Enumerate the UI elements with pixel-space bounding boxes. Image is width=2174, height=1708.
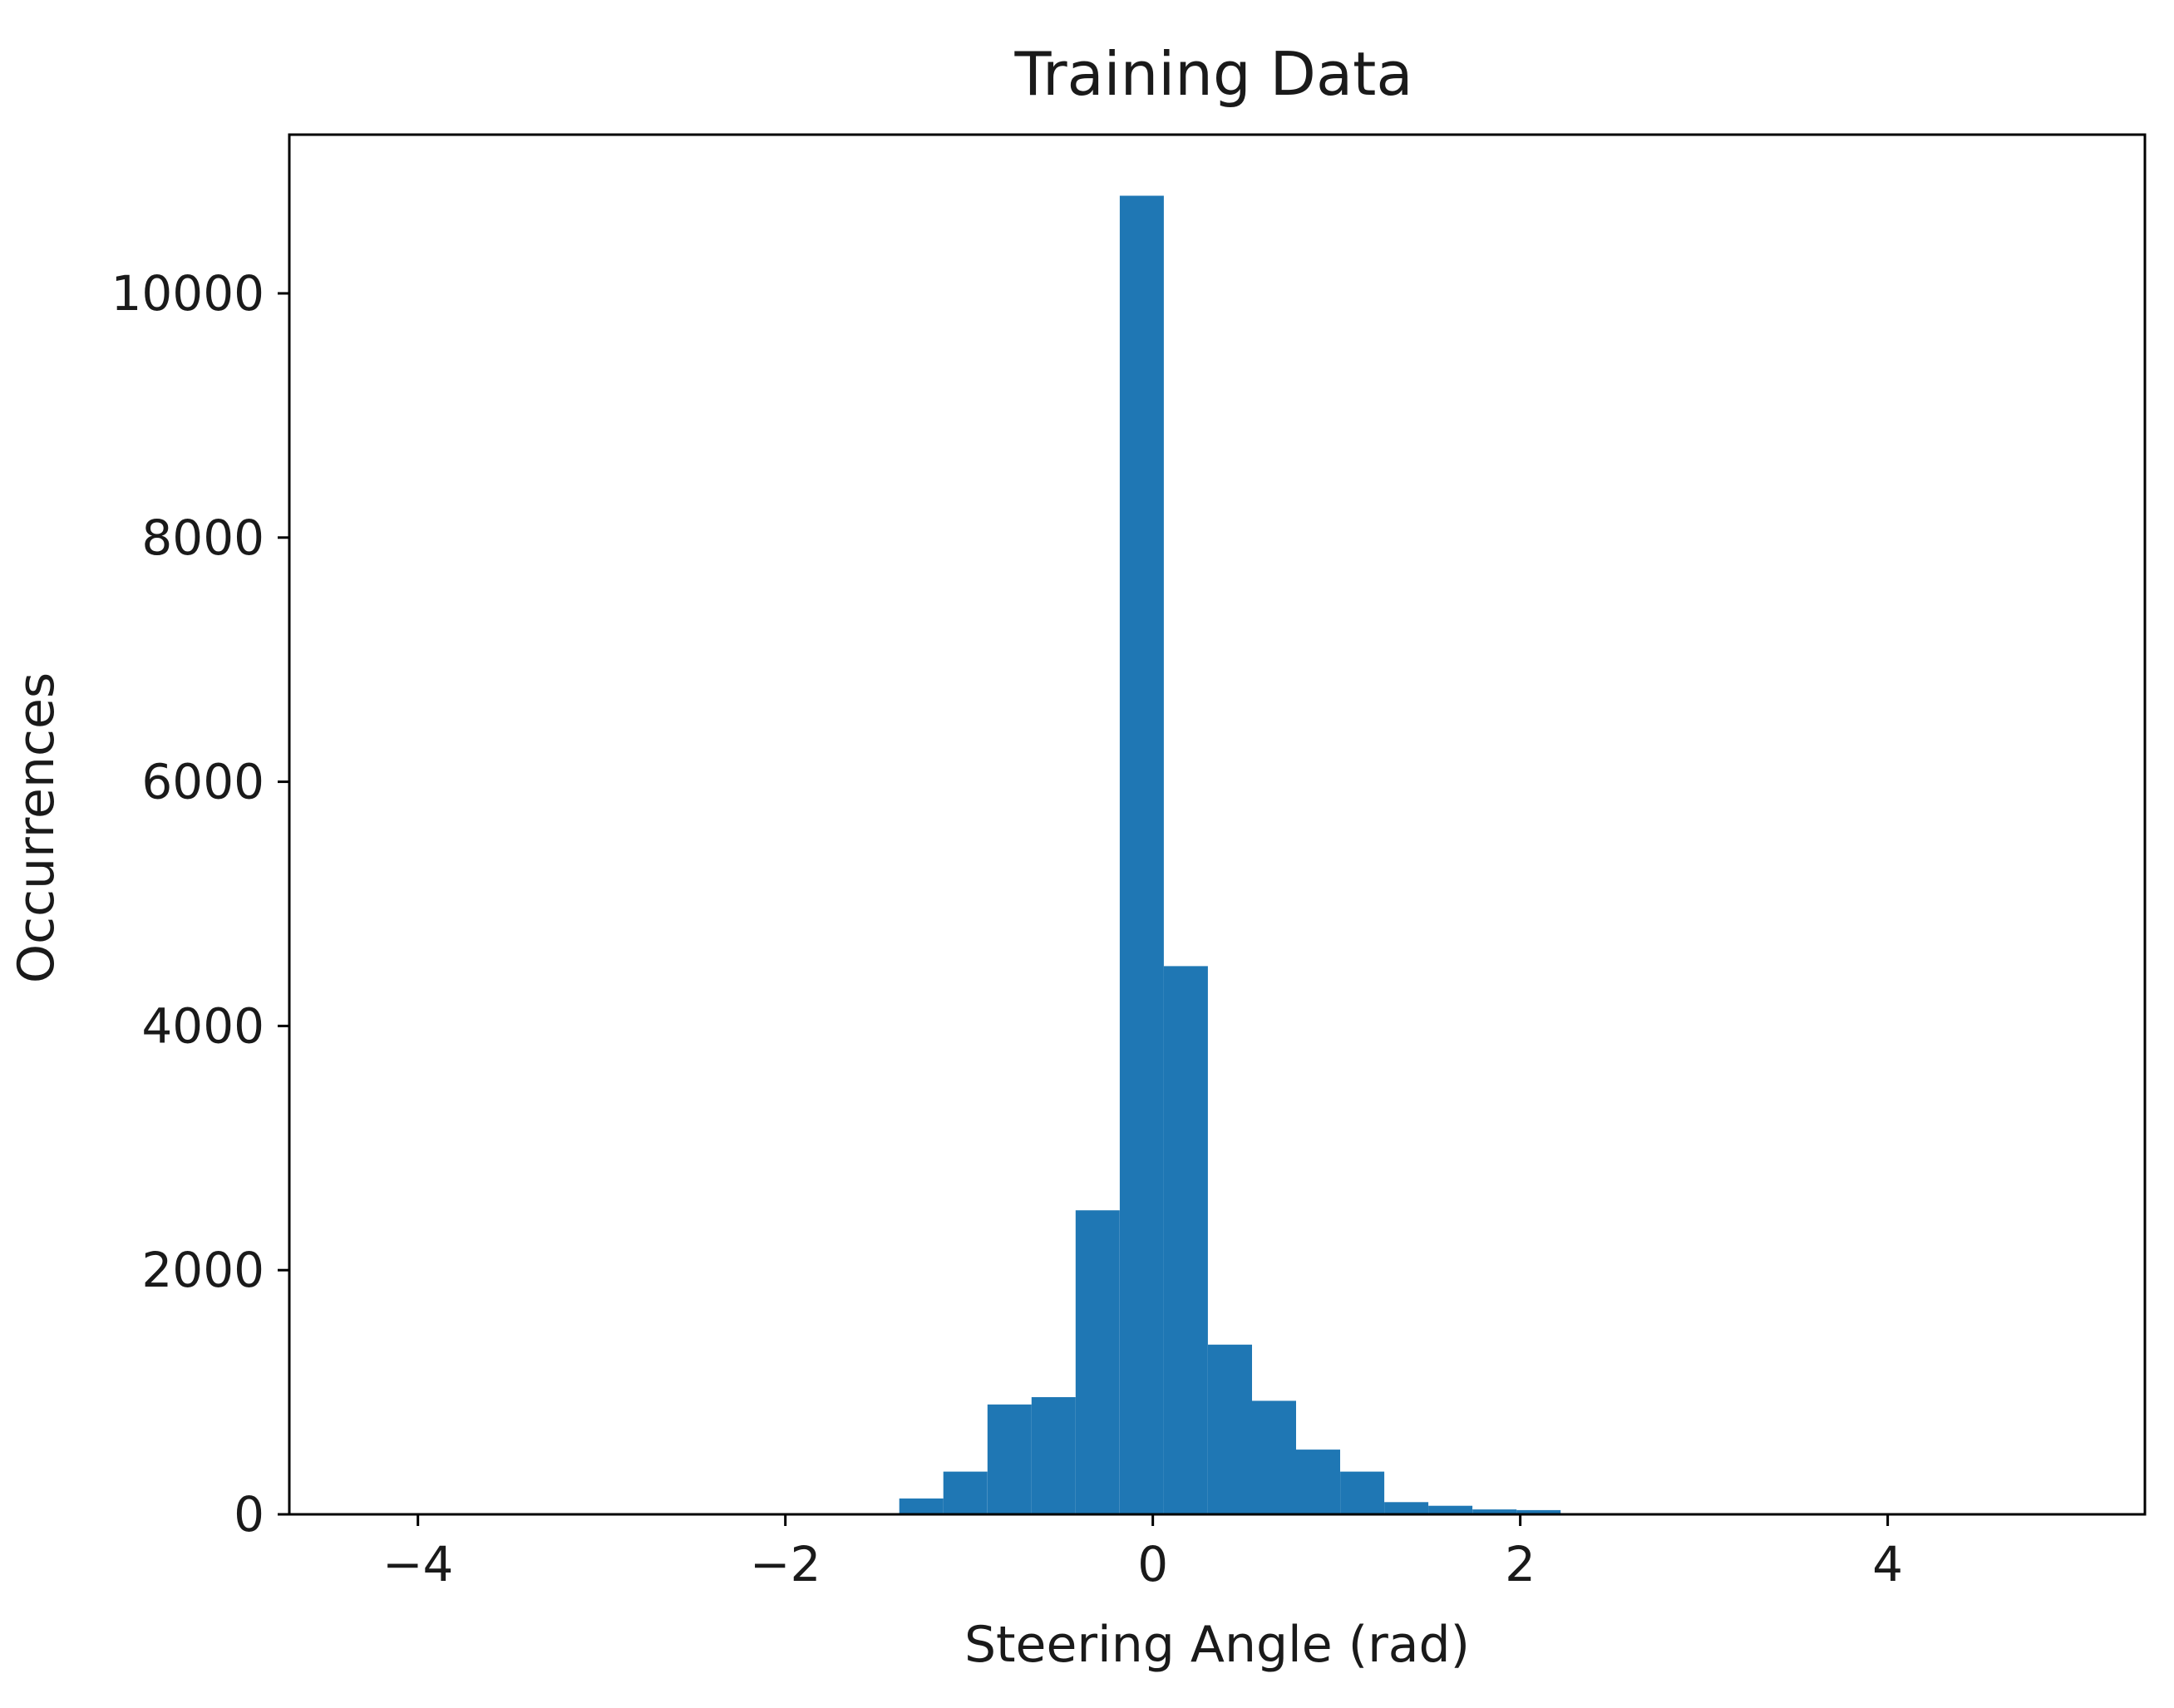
histogram-bar: [899, 1498, 944, 1514]
x-axis-ticks: −4 −2 0 2 4: [382, 1514, 1903, 1592]
histogram-bar: [1516, 1509, 1561, 1514]
histogram-bar: [1428, 1505, 1473, 1514]
x-tick-label: 4: [1872, 1536, 1903, 1592]
y-tick-label: 10000: [111, 265, 264, 322]
histogram-bar: [1252, 1400, 1296, 1514]
histogram-bar: [1208, 1344, 1252, 1514]
histogram-bar: [1340, 1471, 1385, 1514]
y-tick-label: 0: [234, 1486, 264, 1543]
x-tick-label: −2: [750, 1536, 821, 1592]
histogram-bar: [1163, 966, 1208, 1514]
histogram-bar: [1384, 1502, 1429, 1514]
y-tick-label: 2000: [141, 1242, 264, 1298]
histogram-bar: [943, 1471, 988, 1514]
chart-title: Training Data: [1014, 39, 1413, 109]
x-tick-label: 0: [1137, 1536, 1168, 1592]
histogram-bar: [1031, 1397, 1076, 1514]
histogram-bar: [1119, 195, 1164, 1514]
plot-area-frame: [288, 133, 2147, 1516]
histogram-bar: [1075, 1210, 1120, 1514]
histogram-bar: [987, 1404, 1032, 1514]
y-tick-label: 8000: [141, 509, 264, 566]
y-tick-label: 6000: [141, 754, 264, 810]
x-axis-label: Steering Angle (rad): [964, 1616, 1470, 1674]
y-tick-label: 4000: [141, 997, 264, 1054]
histogram-bar: [1296, 1450, 1340, 1514]
x-tick-label: 2: [1505, 1536, 1536, 1592]
y-axis-label: Occurrences: [7, 672, 66, 983]
histogram-bars: [899, 195, 1561, 1514]
x-tick-label: −4: [382, 1536, 454, 1592]
histogram-bar: [1472, 1509, 1517, 1514]
y-axis-ticks: 0 2000 4000 6000 8000 10000: [111, 265, 289, 1543]
